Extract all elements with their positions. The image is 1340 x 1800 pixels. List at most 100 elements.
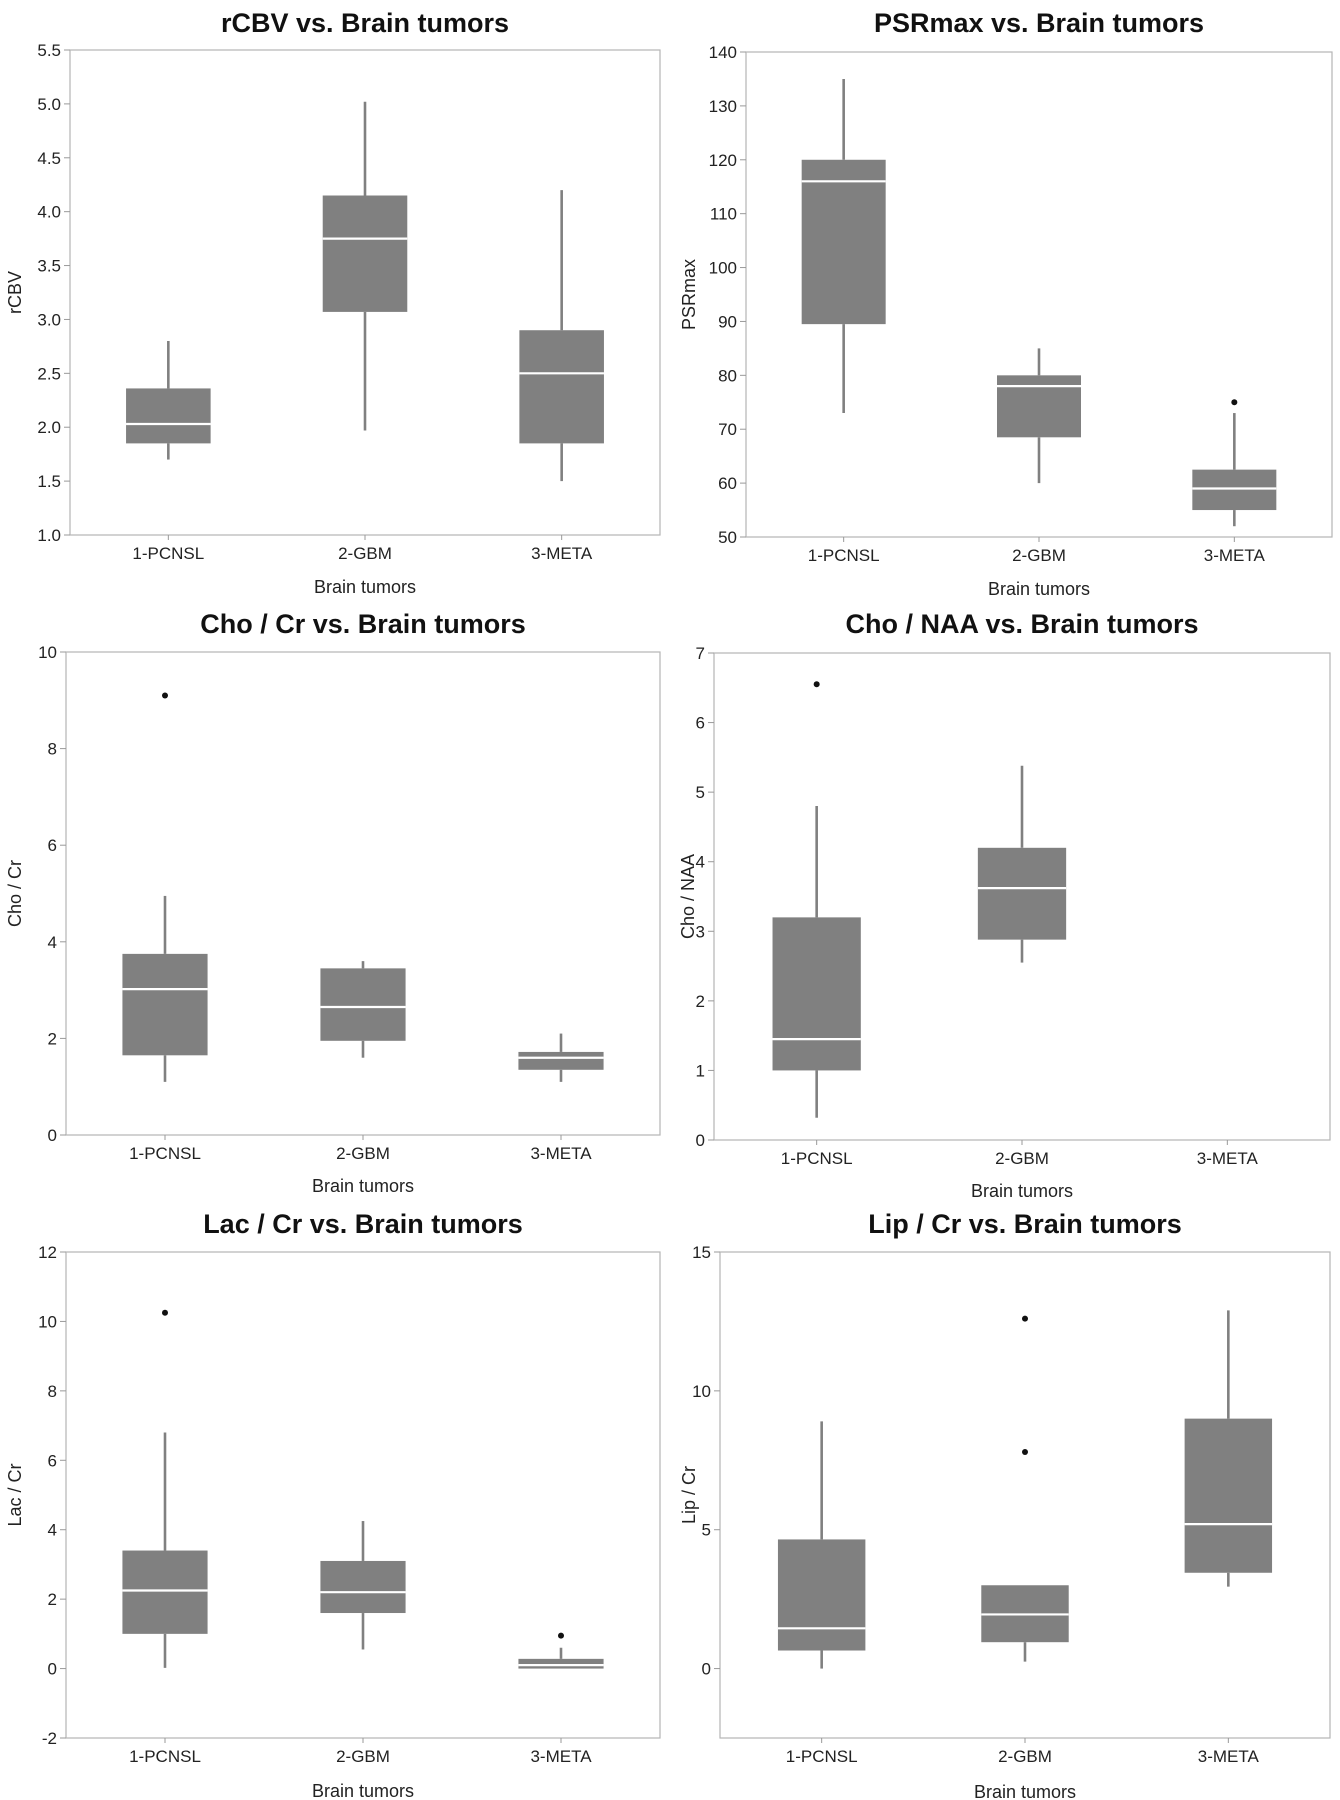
- outlier-point: [1022, 1315, 1028, 1322]
- chart-title: Lac / Cr vs. Brain tumors: [203, 1209, 523, 1239]
- y-tick-label: 10: [38, 1312, 57, 1331]
- outlier-point: [1231, 399, 1238, 406]
- chart-svg: Cho / NAA vs. Brain tumors 0 1 2 3 4 5 6 7 Cho / …: [678, 609, 1331, 1200]
- y-tick-label: 7: [696, 644, 705, 663]
- x-axis-label: Brain tumors: [312, 1176, 414, 1196]
- box-2-gbm: [322, 101, 408, 431]
- y-axis-label: Cho / Cr: [5, 860, 25, 927]
- y-tick-label: 60: [718, 474, 737, 493]
- y-tick-label: 2: [48, 1590, 57, 1609]
- y-tick-label: 1: [696, 1061, 705, 1080]
- iqr-box: [1184, 1418, 1273, 1573]
- y-axis-label: Lac / Cr: [5, 1463, 25, 1526]
- box-1-pcnsl: [777, 1421, 866, 1669]
- chart-svg: PSRmax vs. Brain tumors 50 60 70 80 90 100 110 1…: [679, 8, 1333, 599]
- x-tick-label: 3-META: [1197, 1149, 1259, 1168]
- chart-title: Lip / Cr vs. Brain tumors: [868, 1209, 1182, 1239]
- box-2-gbm: [320, 961, 406, 1058]
- x-tick-label: 1-PCNSL: [786, 1747, 858, 1766]
- chart-panel-1: rCBV vs. Brain tumors 1.0 1.5 2.0 2.5 3.0 3.5 4…: [0, 0, 670, 600]
- y-tick-label: 10: [692, 1382, 711, 1401]
- chart-svg: Lac / Cr vs. Brain tumors -2 0 2 4 6 8 10 12 Lac …: [5, 1209, 661, 1800]
- y-tick-label: 100: [709, 259, 737, 278]
- box-1-pcnsl: [772, 681, 861, 1118]
- box-3-meta: [519, 190, 604, 482]
- x-axis-label: Brain tumors: [974, 1782, 1076, 1800]
- x-tick-label: 3-META: [530, 1144, 592, 1163]
- x-tick-label: 1-PCNSL: [129, 1144, 201, 1163]
- box-1-pcnsl: [122, 1309, 208, 1668]
- outlier-point: [162, 692, 168, 699]
- iqr-box: [801, 159, 886, 325]
- y-tick-label: 4.5: [37, 149, 61, 168]
- y-tick-label: 130: [709, 97, 737, 116]
- iqr-box: [777, 1539, 866, 1651]
- iqr-box: [320, 1560, 406, 1614]
- y-tick-label: 4: [48, 1521, 57, 1540]
- y-tick-label: 140: [709, 43, 737, 62]
- y-tick-label: 3: [696, 922, 705, 941]
- x-axis-label: Brain tumors: [988, 579, 1090, 599]
- iqr-box: [518, 1051, 604, 1070]
- iqr-box: [126, 388, 211, 444]
- box-3-meta: [1192, 399, 1277, 527]
- iqr-box: [122, 1550, 208, 1634]
- box-3-meta: [518, 1632, 604, 1669]
- chart-panel-2: PSRmax vs. Brain tumors 50 60 70 80 90 100 110 1…: [670, 0, 1340, 600]
- chart-svg: Cho / Cr vs. Brain tumors 0 2 4 6 8 10 Cho / Cr…: [5, 609, 661, 1196]
- box-1-pcnsl: [126, 341, 211, 460]
- iqr-box: [322, 195, 408, 312]
- y-tick-label: 0: [696, 1131, 705, 1150]
- box-3-meta: [518, 1033, 604, 1082]
- box-3-meta: [1184, 1310, 1273, 1587]
- y-tick-label: 80: [718, 366, 737, 385]
- y-tick-label: 3.0: [37, 310, 61, 329]
- x-tick-label: 1-PCNSL: [132, 544, 204, 563]
- y-tick-label: 4: [696, 853, 705, 872]
- chart-svg: rCBV vs. Brain tumors 1.0 1.5 2.0 2.5 3.0 3.5 4…: [5, 8, 661, 597]
- x-tick-label: 2-GBM: [998, 1747, 1052, 1766]
- outlier-point: [162, 1309, 168, 1316]
- y-tick-label: 15: [692, 1243, 711, 1262]
- x-tick-label: 2-GBM: [995, 1149, 1049, 1168]
- box-2-gbm: [320, 1521, 406, 1650]
- y-tick-label: 12: [38, 1243, 57, 1262]
- outlier-point: [558, 1632, 564, 1639]
- box-1-pcnsl: [801, 78, 886, 414]
- y-tick-label: 5: [696, 783, 705, 802]
- box-2-gbm: [981, 1315, 1069, 1662]
- outlier-point: [813, 681, 820, 688]
- iqr-box: [977, 847, 1067, 940]
- x-tick-label: 1-PCNSL: [808, 546, 880, 565]
- y-tick-label: 1.0: [37, 526, 61, 545]
- y-tick-label: 0: [48, 1126, 57, 1145]
- box-2-gbm: [997, 348, 1081, 484]
- y-tick-label: 90: [718, 312, 737, 331]
- chart-title: PSRmax vs. Brain tumors: [874, 8, 1204, 38]
- y-axis-label: Cho / NAA: [678, 854, 698, 939]
- y-tick-label: 50: [718, 528, 737, 547]
- iqr-box: [1192, 469, 1277, 511]
- x-tick-label: 2-GBM: [1012, 546, 1066, 565]
- x-tick-label: 1-PCNSL: [781, 1149, 853, 1168]
- y-tick-label: 5.0: [37, 95, 61, 114]
- y-tick-label: 120: [709, 151, 737, 170]
- y-tick-label: 5.5: [37, 41, 61, 60]
- y-tick-label: 1.5: [37, 472, 61, 491]
- y-axis-label: PSRmax: [679, 259, 699, 330]
- chart-panel-4: Cho / NAA vs. Brain tumors 0 1 2 3 4 5 6 7 Cho / …: [670, 600, 1340, 1200]
- chart-title: Cho / NAA vs. Brain tumors: [845, 609, 1198, 639]
- iqr-box: [320, 968, 406, 1041]
- y-tick-label: 4.0: [37, 203, 61, 222]
- outlier-point: [1022, 1448, 1028, 1455]
- y-tick-label: 0: [702, 1660, 711, 1679]
- x-tick-label: 3-META: [1198, 1747, 1260, 1766]
- y-tick-label: 2: [48, 1029, 57, 1048]
- x-axis-label: Brain tumors: [312, 1781, 414, 1800]
- y-tick-label: 3.5: [37, 257, 61, 276]
- y-tick-label: 110: [710, 205, 737, 224]
- chart-panel-5: Lac / Cr vs. Brain tumors -2 0 2 4 6 8 10 12 Lac …: [0, 1200, 670, 1800]
- x-tick-label: 2-GBM: [336, 1747, 390, 1766]
- y-axis-label: Lip / Cr: [679, 1466, 699, 1524]
